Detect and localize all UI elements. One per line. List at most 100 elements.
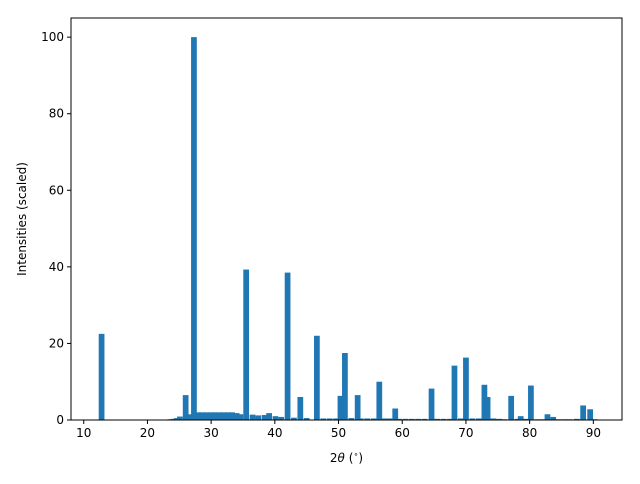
x-tick-label: 10 [76,426,91,440]
bar [396,418,402,420]
x-tick-label: 20 [140,426,155,440]
bar [337,395,344,420]
x-tick-label: 70 [458,426,473,440]
bar [249,414,256,420]
bar [173,418,180,420]
bar [376,381,383,420]
y-tick-label: 80 [49,107,64,121]
bar [191,37,197,421]
x-tick-label: 30 [203,426,218,440]
x-tick-label: 80 [522,426,537,440]
bar [177,416,183,420]
bar [186,414,193,420]
bar [243,269,250,420]
bar [98,333,105,420]
bar [320,418,327,420]
bar [573,418,580,420]
bar [199,412,206,420]
bar [514,418,521,420]
bar [457,418,464,420]
bar [364,418,371,420]
bar [469,418,476,420]
bar [354,395,361,420]
x-axis-label-unit: ∘ [353,450,358,459]
bar [314,335,320,420]
bar [587,409,594,420]
x-tick-label: 60 [395,426,410,440]
x-axis-label-symbol: θ [338,451,346,465]
x-tick-label: 90 [586,426,601,440]
bar [272,416,279,420]
bar [233,413,240,420]
bar [291,417,297,420]
bar [544,414,551,420]
bar [402,418,409,420]
bar [517,416,524,420]
bar [484,397,491,420]
bar [284,272,291,420]
y-tick-label: 40 [49,260,64,274]
bar [224,412,231,420]
bar [342,353,348,420]
y-tick-label: 0 [56,413,64,427]
x-tick-label: 40 [267,426,282,440]
bar [333,418,339,420]
bar [481,384,488,420]
bar [386,418,393,420]
bar [182,395,189,420]
bar [216,412,223,420]
bar [357,418,364,420]
y-tick-label: 60 [49,183,64,197]
bar [421,418,428,420]
x-axis-label-open: ( [345,451,354,465]
bar [195,412,202,420]
x-axis-label: 2θ (∘) [330,450,363,465]
bar [255,415,262,420]
bar [550,416,557,420]
bar [447,418,453,420]
bar [528,385,534,420]
bar [475,418,482,420]
bar [170,418,177,420]
bar [266,413,272,420]
bar [508,395,515,420]
bar [203,412,210,420]
bar [261,415,268,420]
x-axis-label-prefix: 2 [330,451,338,465]
y-axis-label: Intensities (scaled) [15,162,29,276]
bar [237,414,244,420]
bar [326,418,333,420]
bar [523,418,530,420]
bar [221,412,227,420]
bar [212,412,218,420]
y-axis-ticks: 0 20 40 60 80 100 [41,30,71,427]
x-axis-ticks: 10 20 30 40 50 60 70 80 90 [76,420,601,440]
bar [380,418,387,420]
bar [490,418,497,420]
bar [297,397,304,420]
bar [440,418,447,420]
bar [463,357,469,420]
bar [496,418,502,420]
y-tick-label: 100 [41,30,64,44]
bar [392,408,399,420]
bars-group [98,37,598,421]
bar [580,405,587,420]
bar [415,418,422,420]
bar [428,388,435,420]
x-tick-label: 50 [331,426,346,440]
bar [370,418,377,420]
bar [278,416,285,420]
plot-frame [70,17,623,421]
bar [408,418,415,420]
bar [434,418,441,420]
bar [303,418,310,420]
bar [229,412,236,420]
bar [208,412,215,420]
x-axis-label-close: ) [358,451,363,465]
y-tick-label: 20 [49,336,64,350]
bar [348,418,355,420]
bar [451,365,458,420]
